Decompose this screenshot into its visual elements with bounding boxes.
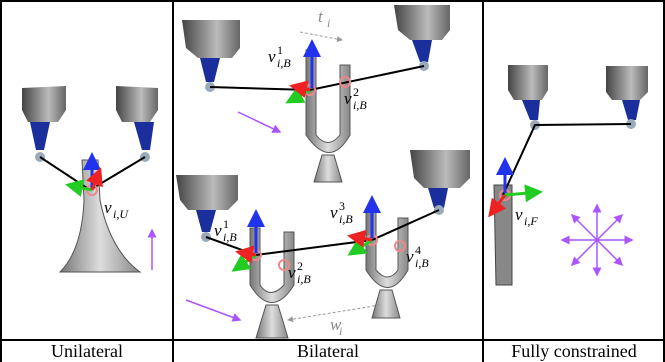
math-label: vi,F [515, 205, 538, 228]
label-sup: 2 [297, 259, 303, 273]
label-base: v [515, 205, 523, 224]
label-sub: i,U [113, 207, 129, 221]
label-sub: i,B [277, 56, 291, 70]
math-label: wi [330, 315, 342, 338]
label-sub: i,B [297, 272, 311, 286]
label-base: t [318, 7, 324, 26]
label-sub: i,B [223, 230, 237, 244]
label-sup: 1 [223, 217, 229, 231]
label-sup: 1 [277, 43, 283, 57]
label-base: v [406, 247, 414, 266]
figure: Unilateralvi,UBilateraltiv1i,Bv2i,Bv3i,B… [0, 0, 665, 362]
label-sub: i,B [339, 212, 353, 226]
label-sub: i,B [353, 98, 367, 112]
panel-caption: Fully constrained [511, 341, 636, 361]
bilateral-scene [176, 5, 470, 338]
label-sub: i [339, 324, 342, 338]
panel-caption: Unilateral [51, 341, 123, 361]
panel-caption: Bilateral [297, 341, 359, 361]
label-base: v [330, 203, 338, 222]
label-sub: i,B [415, 256, 429, 270]
label-base: v [288, 263, 296, 282]
label-sub: i,F [524, 214, 538, 228]
label-base: v [344, 89, 352, 108]
unilateral-scene [22, 86, 158, 272]
label-sup: 4 [415, 243, 421, 257]
label-sup: 2 [353, 85, 359, 99]
label-sup: 3 [339, 199, 345, 213]
label-base: v [268, 47, 276, 66]
fully-constrained-scene [490, 65, 648, 285]
label-base: v [104, 198, 112, 217]
math-label: vi,U [104, 198, 129, 221]
label-sub: i [327, 16, 330, 30]
label-base: v [214, 221, 222, 240]
